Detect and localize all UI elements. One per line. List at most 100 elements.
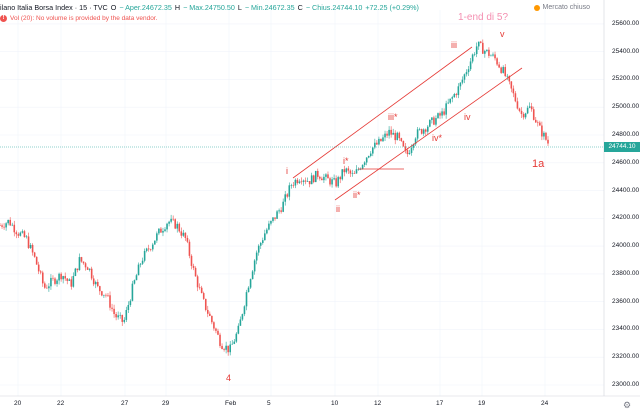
candle-body [477, 41, 480, 47]
wave-label-iv: iv [464, 112, 471, 122]
candle-body [96, 281, 99, 287]
candle-body [84, 263, 87, 268]
candle-body [369, 153, 372, 156]
open-value: − Aper.24672.35 [119, 3, 172, 12]
candle-body [300, 181, 303, 183]
candle-body [520, 110, 523, 115]
candle-body [182, 232, 185, 236]
symbol-title[interactable]: ilano Italia Borsa Index · 15 · TVC [0, 3, 108, 12]
candle-body [424, 129, 427, 132]
candle-body [376, 142, 378, 145]
time-tick-label: 22 [57, 400, 65, 407]
candle-body [435, 118, 437, 125]
candle-body [272, 217, 274, 221]
candle-body [431, 117, 433, 121]
candle-body [443, 111, 445, 115]
candle-body [255, 252, 258, 261]
candle-body [367, 155, 370, 158]
candle-body [314, 170, 317, 183]
candle-body [386, 133, 388, 136]
candle-body [280, 210, 282, 212]
wave-label-sub-iii: iii* [388, 112, 398, 122]
candle-body [180, 231, 183, 236]
candle-body [294, 179, 297, 186]
candle-body [239, 319, 242, 326]
candle-body [172, 218, 174, 220]
candle-body [121, 314, 124, 322]
volume-indicator[interactable]: ! Vol (20): No volume is provided by the… [0, 15, 157, 22]
candle-body [353, 173, 356, 174]
time-tick-label: 10 [331, 400, 339, 407]
candle-body [259, 242, 262, 246]
candle-body [139, 263, 142, 265]
candle-body [539, 122, 541, 126]
candle-body [56, 280, 58, 284]
candle-body [528, 106, 531, 108]
candle-body [7, 219, 9, 224]
price-tick-label: 24000.00 [612, 242, 640, 250]
candle-body [227, 345, 229, 353]
candle-body [486, 49, 488, 51]
candle-body [101, 291, 103, 296]
candle-series [0, 39, 549, 356]
price-tick-label: 23400.00 [612, 325, 640, 333]
candle-body [518, 108, 521, 111]
candle-body [15, 232, 18, 235]
candle-body [109, 295, 111, 308]
candle-body [221, 345, 223, 350]
candle-body [408, 152, 411, 155]
candle-body [508, 75, 511, 82]
volume-notice: Vol (20): No volume is provided by the d… [10, 15, 158, 22]
candle-body [107, 295, 109, 296]
candle-body [343, 169, 346, 173]
candle-body [23, 231, 26, 238]
channel-lower-line [334, 67, 523, 201]
candle-body [441, 111, 443, 116]
candle-body [321, 178, 323, 181]
candle-body [235, 333, 238, 342]
candle-body [496, 58, 498, 65]
candle-body [410, 147, 413, 153]
candle-body [3, 226, 5, 228]
candle-body [500, 67, 502, 73]
candle-body [316, 170, 319, 177]
candle-body [439, 113, 441, 116]
candle-body [64, 276, 66, 279]
candle-body [62, 276, 64, 280]
candle-body [449, 98, 452, 103]
candle-body [418, 129, 421, 130]
candle-body [473, 54, 476, 55]
time-tick-label: 29 [162, 400, 170, 407]
candle-body [459, 82, 462, 87]
candle-body [168, 221, 170, 224]
candle-body [524, 113, 527, 118]
candle-body [115, 314, 117, 318]
candle-body [78, 257, 81, 271]
candle-body [5, 223, 7, 228]
candle-body [92, 278, 95, 285]
candle-body [414, 138, 417, 145]
candle-body [1, 225, 3, 227]
price-tick-label: 23000.00 [612, 381, 640, 388]
wave-label-iii: iii [451, 40, 457, 50]
candle-body [204, 298, 207, 310]
candle-body [209, 313, 211, 316]
candle-body [54, 278, 56, 284]
candle-body [113, 308, 115, 315]
settings-icon[interactable]: ⚙ [623, 400, 632, 410]
open-label: O [110, 3, 117, 12]
candle-body [17, 234, 20, 236]
candle-body [9, 219, 11, 226]
candle-body [325, 174, 327, 177]
candle-body [463, 74, 466, 80]
candle-body [516, 101, 519, 109]
candle-body [223, 349, 225, 350]
candle-body [433, 117, 435, 125]
candle-body [506, 75, 509, 77]
candle-body [11, 224, 14, 226]
candle-body [170, 218, 172, 222]
candle-body [48, 286, 50, 289]
candle-body [162, 230, 164, 233]
market-status-label: Mercato chiuso [542, 4, 590, 11]
